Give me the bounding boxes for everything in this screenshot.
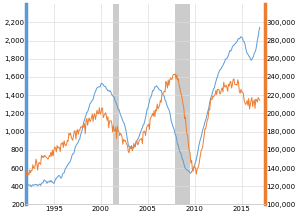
Bar — [112, 4, 119, 205]
Bar — [175, 4, 190, 205]
